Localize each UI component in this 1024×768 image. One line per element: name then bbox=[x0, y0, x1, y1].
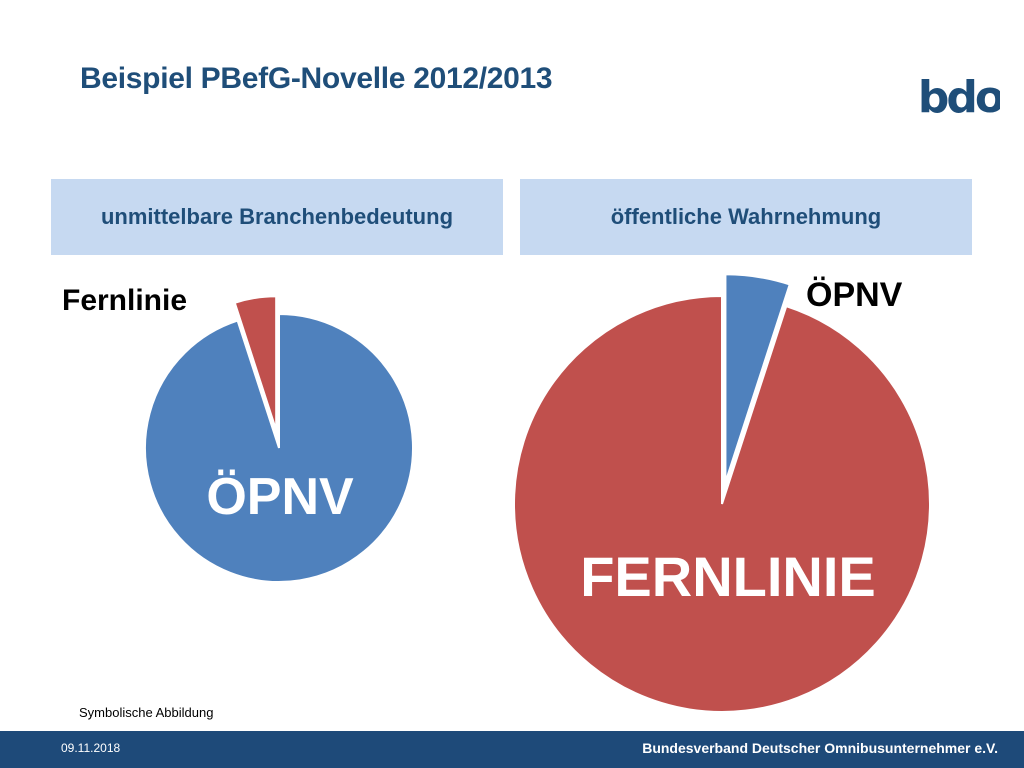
pie-1-slice-fernlinie bbox=[513, 294, 932, 713]
pie-0-slice-oepnv bbox=[144, 312, 414, 583]
footer-date: 09.11.2018 bbox=[61, 741, 121, 755]
pie-1-label-oepnv: ÖPNV bbox=[806, 276, 903, 314]
pie-1-slice-oepnv bbox=[724, 273, 791, 483]
pie-1-label-fernlinie: FERNLINIE bbox=[580, 545, 876, 608]
bdo-logo: bdo bbox=[920, 72, 1000, 122]
pie-wahrnehmung: ÖPNV FERNLINIE bbox=[513, 273, 932, 713]
caption: Symbolische Abbildung bbox=[79, 705, 214, 720]
svg-text:bdo: bdo bbox=[920, 72, 1000, 122]
slide-title: Beispiel PBefG-Novelle 2012/2013 bbox=[80, 62, 553, 95]
pie-0-label-oepnv: ÖPNV bbox=[206, 468, 354, 526]
pie-0-slice-fernlinie bbox=[233, 295, 278, 431]
header-wahrnehmung: öffentliche Wahrnehmung bbox=[520, 179, 972, 255]
footer-bar: 09.11.2018 Bundesverband Deutscher Omnib… bbox=[0, 731, 1024, 768]
header-branchenbedeutung: unmittelbare Branchenbedeutung bbox=[51, 179, 503, 255]
pie-branchenbedeutung: ÖPNV Fernlinie bbox=[62, 284, 414, 583]
footer-organization: Bundesverband Deutscher Omnibusunternehm… bbox=[642, 740, 998, 756]
pie-0-label-fernlinie: Fernlinie bbox=[62, 284, 187, 317]
